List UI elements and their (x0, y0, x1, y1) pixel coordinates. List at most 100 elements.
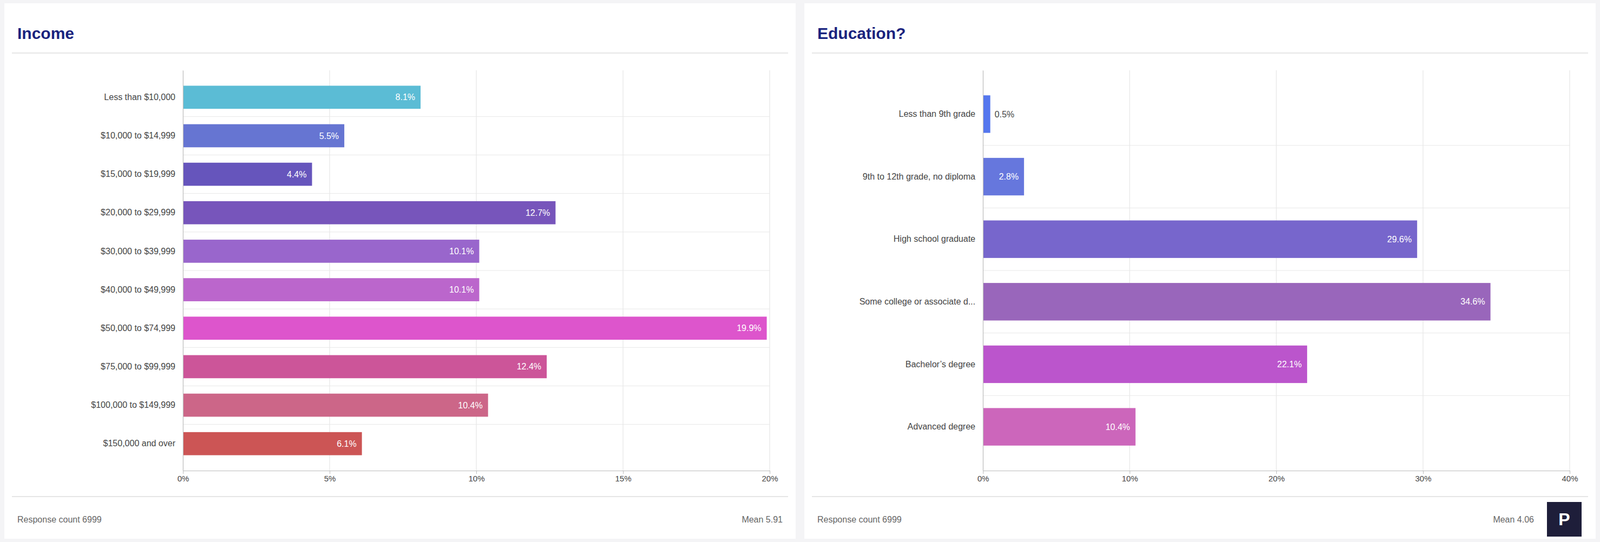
tick: $20,000 to $29,999 (100, 207, 183, 218)
tick-label: 10% (468, 474, 485, 484)
data-labels: 8.1%5.5%4.4%12.7%10.1%10.1%19.9%12.4%10.… (286, 92, 762, 449)
bars (182, 85, 767, 456)
axis-domain (982, 70, 984, 472)
row-separator (182, 347, 770, 349)
tick: Advanced degree (907, 422, 983, 432)
row-separator (182, 231, 770, 233)
data-label: 10.1% (449, 285, 474, 295)
row-separator (182, 424, 770, 425)
tick-label: Advanced degree (907, 422, 976, 432)
row-separator (982, 207, 1570, 209)
plot-area: Less than 9th grade 9th to 12th grade, no… (859, 70, 1579, 484)
row-separator (982, 270, 1570, 272)
tick-label: $150,000 and over (103, 438, 176, 449)
tick-label: Bachelor’s degree (905, 359, 976, 370)
footer-text: Response count 6999 (817, 515, 902, 525)
data-label: 34.6% (1460, 297, 1485, 307)
tick-label: $30,000 to $39,999 (100, 246, 176, 257)
tick: Bachelor’s degree (905, 359, 983, 370)
bars (982, 95, 1491, 447)
data-label: 4.4% (286, 169, 307, 180)
bar (982, 95, 991, 133)
row-separator (182, 193, 770, 194)
tick-label: $50,000 to $74,999 (100, 323, 176, 333)
bar (982, 408, 1136, 446)
data-label: 12.4% (516, 362, 542, 372)
data-label: 0.5% (994, 109, 1015, 120)
data-label: 6.1% (336, 439, 357, 449)
footer-text: Mean 5.91 (741, 515, 783, 525)
tick: $100,000 to $149,999 (90, 400, 183, 410)
tick-label: $10,000 to $14,999 (100, 130, 176, 141)
tick-label: 20% (1268, 474, 1285, 484)
y-axis: Less than $10,000 $10,000 to $14,999 $15,0… (90, 70, 183, 472)
tick-label: 5% (324, 474, 337, 484)
tick: 10% (468, 470, 485, 484)
tick-label: High school graduate (893, 234, 976, 244)
bar (182, 201, 556, 225)
bar (182, 394, 489, 418)
tick: 30% (1414, 470, 1432, 484)
grid (182, 70, 770, 471)
tick: Less than 9th grade (899, 109, 983, 119)
tick-label: Less than $10,000 (103, 92, 176, 102)
row-separator (982, 395, 1570, 397)
row-separator (182, 270, 770, 272)
row-separator (182, 309, 770, 310)
bar (982, 158, 1025, 196)
tick-label: $15,000 to $19,999 (100, 169, 176, 179)
tick: $50,000 to $74,999 (100, 323, 183, 333)
y-axis: Less than 9th grade 9th to 12th grade, no… (859, 70, 984, 472)
x-axis: 0% 5% 10% 15% 20% (177, 470, 779, 484)
footer-rule (11, 496, 789, 498)
tick: $150,000 and over (103, 438, 183, 449)
plot-area: Less than $10,000 $10,000 to $14,999 $15,0… (90, 70, 778, 484)
tick: Less than $10,000 (103, 92, 183, 102)
data-label: 5.5% (319, 131, 339, 141)
tick: 10% (1121, 470, 1138, 484)
footer-text: Response count 6999 (17, 515, 102, 525)
bar (182, 239, 480, 264)
bar (182, 316, 767, 340)
tick: 5% (324, 470, 337, 484)
data-label: 8.1% (395, 92, 416, 102)
data-label: 10.1% (449, 246, 474, 257)
tick-label: 10% (1121, 474, 1138, 484)
bar (982, 345, 1308, 384)
tick-label: $40,000 to $49,999 (100, 285, 176, 295)
data-label: 19.9% (736, 323, 762, 333)
tick-label: 40% (1561, 474, 1578, 484)
tick: $75,000 to $99,999 (100, 362, 183, 372)
tick: 40% (1561, 470, 1578, 484)
chart-title: Income (17, 24, 75, 43)
title-rule (811, 53, 1589, 54)
bar (182, 278, 480, 302)
bar (982, 220, 1418, 259)
tick-label: 0% (177, 474, 190, 484)
background (0, 0, 1600, 542)
row-separator (182, 154, 770, 156)
tick: 20% (761, 470, 778, 484)
data-label: 29.6% (1387, 234, 1412, 245)
chart-canvas: Income Less than $10,000 $10,000 to $14,99… (0, 0, 1600, 542)
tick-label: $75,000 to $99,999 (100, 362, 176, 372)
tick-label: 9th to 12th grade, no diploma (862, 172, 976, 182)
tick-label: Less than 9th grade (899, 109, 976, 119)
separators (182, 116, 770, 425)
tick: $30,000 to $39,999 (100, 246, 183, 257)
row-separator (982, 145, 1570, 146)
row-separator (182, 385, 770, 387)
tick-label: 0% (977, 474, 990, 484)
grid-line (982, 70, 984, 471)
tick: 9th to 12th grade, no diploma (862, 172, 983, 182)
row-separator (982, 332, 1570, 334)
chart-title: Education? (817, 24, 906, 43)
bar (182, 432, 363, 456)
tick: $40,000 to $49,999 (100, 285, 183, 295)
tick-label: 15% (614, 474, 632, 484)
data-labels: 0.5%2.8%29.6%34.6%22.1%10.4% (994, 109, 1486, 432)
tick-label: Some college or associate d... (859, 297, 976, 307)
data-label: 10.4% (1105, 422, 1130, 432)
tick-label: 30% (1414, 474, 1432, 484)
tick-label: $20,000 to $29,999 (100, 207, 176, 218)
